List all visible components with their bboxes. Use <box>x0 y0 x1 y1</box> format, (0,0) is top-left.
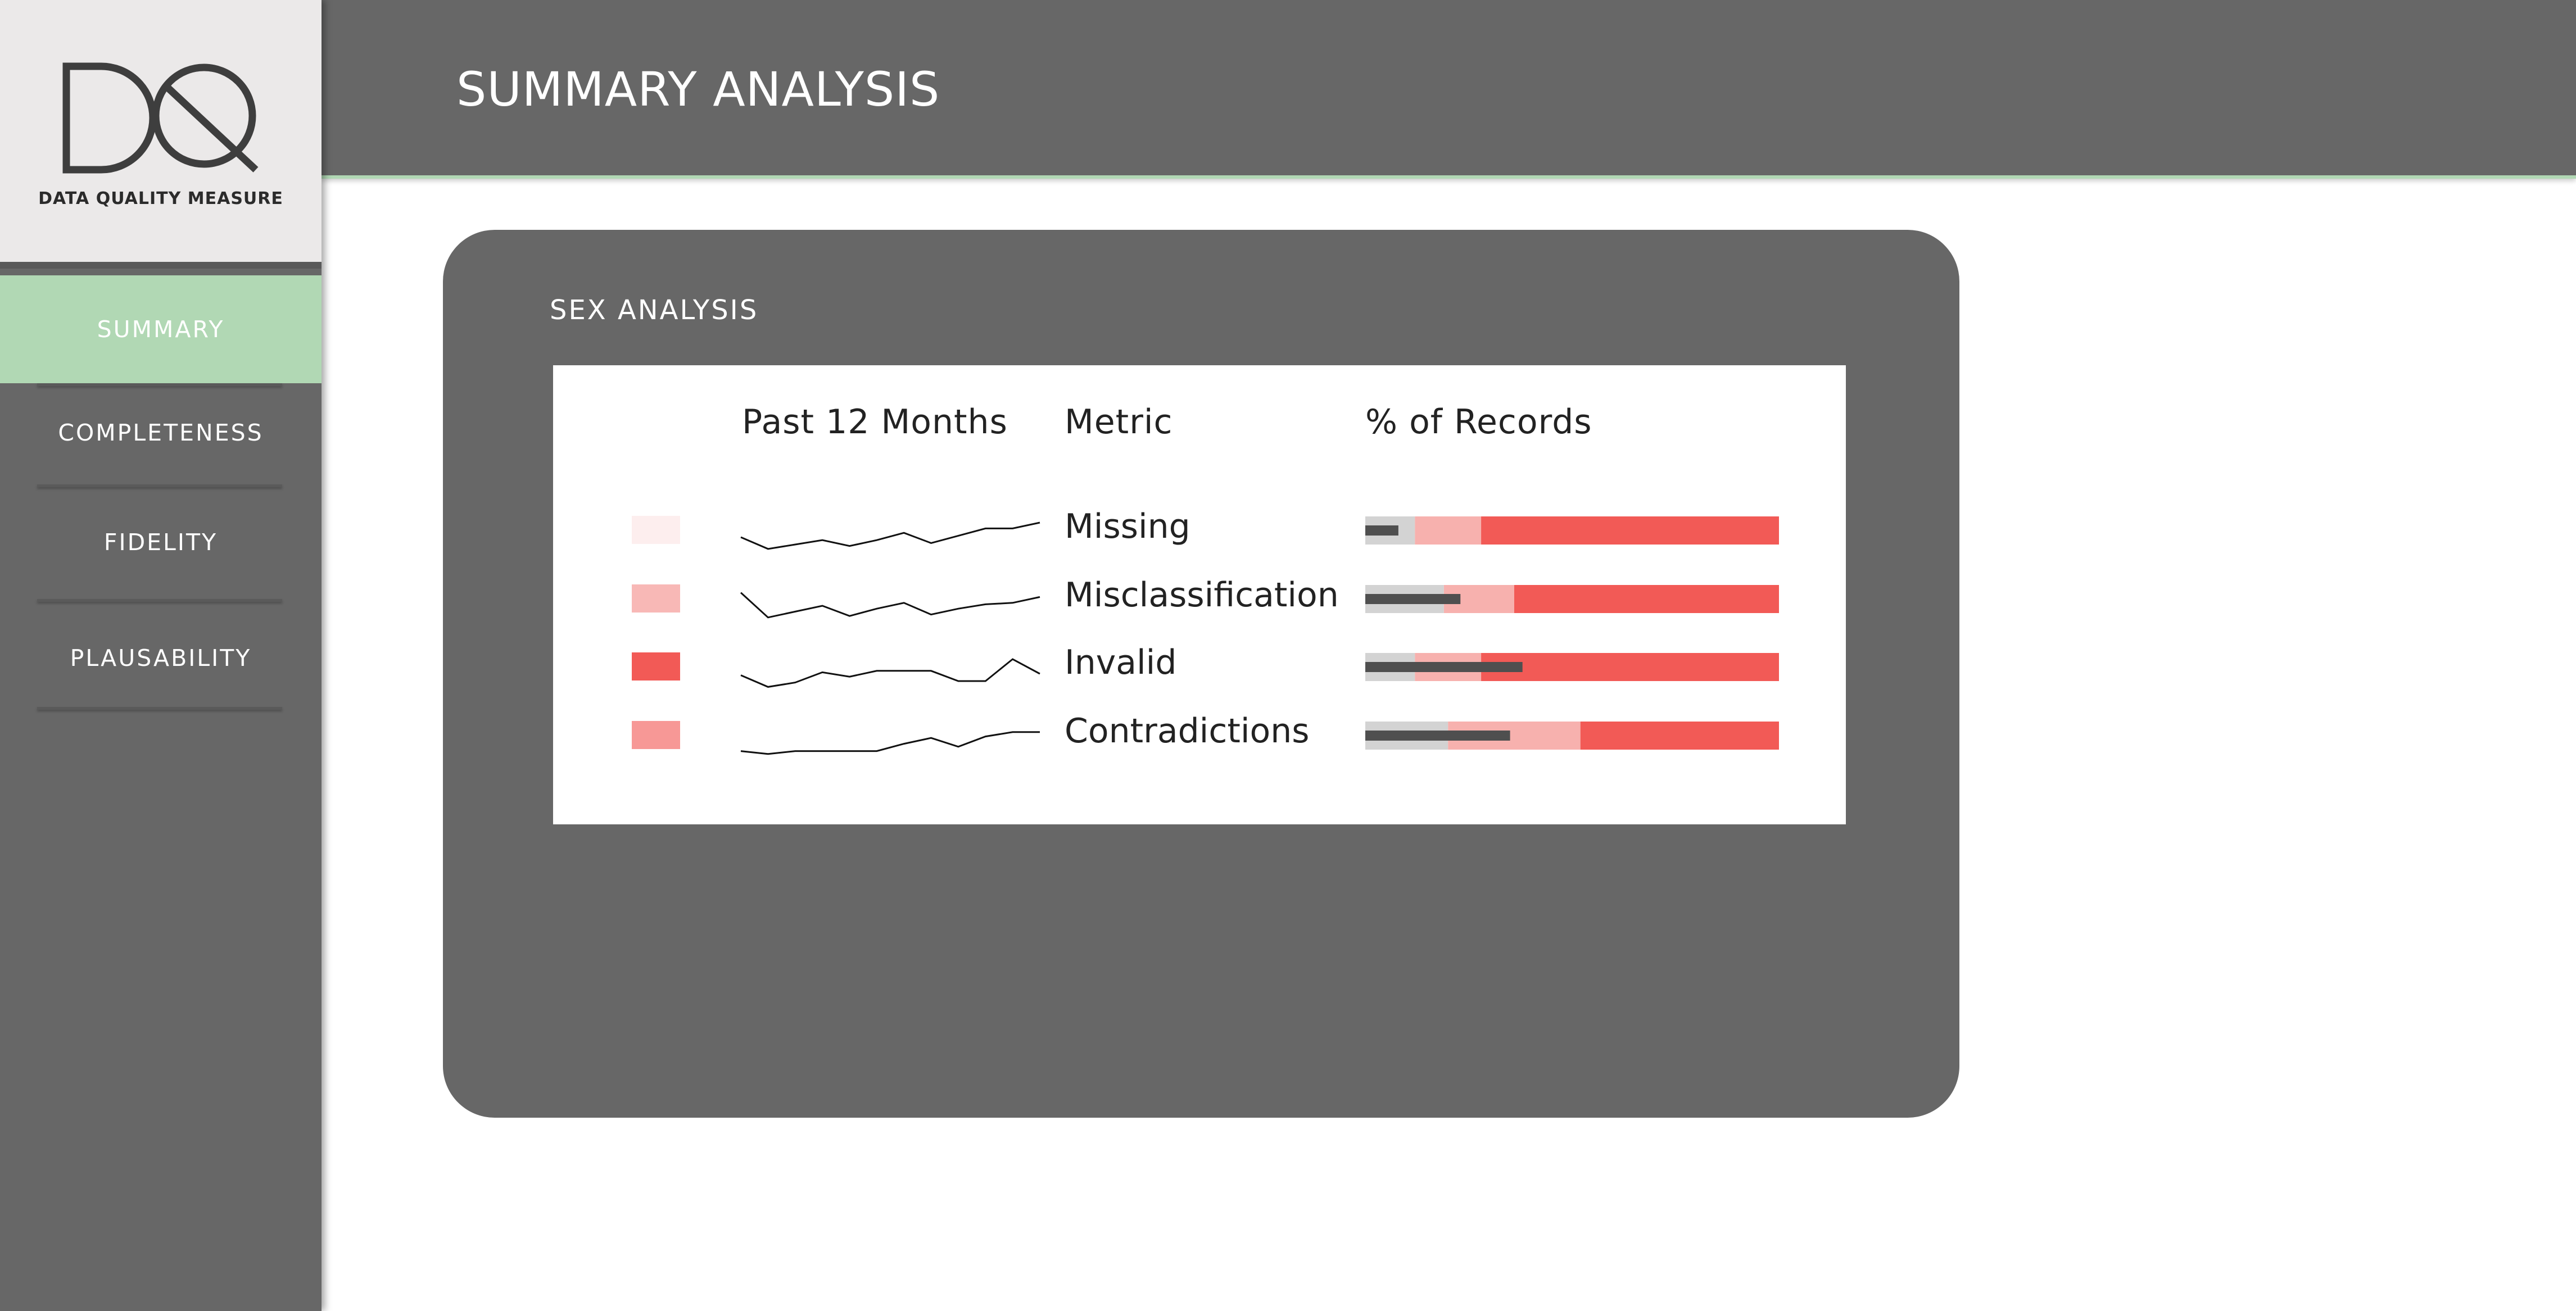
nav-divider <box>37 383 282 386</box>
metrics-table: Past 12 Months Metric % of Records Missi… <box>553 365 1846 824</box>
sidebar-item-fidelity[interactable]: FIDELITY <box>103 529 218 556</box>
percent-bullet-bar <box>1365 653 1779 681</box>
metric-label-missing: Missing <box>1065 507 1190 546</box>
column-header-trend: Past 12 Months <box>742 402 1008 442</box>
column-header-percent: % of Records <box>1365 402 1592 442</box>
card-title: SEX ANALYSIS <box>550 294 759 326</box>
metric-swatch <box>632 516 680 544</box>
page-title: SUMMARY ANALYSIS <box>456 62 940 117</box>
bullet-band <box>1514 585 1779 613</box>
sparkline <box>740 658 1040 688</box>
metric-label-invalid: Invalid <box>1065 643 1177 682</box>
dq-logo-icon <box>62 62 259 174</box>
sidebar-item-plausability[interactable]: PLAUSABILITY <box>70 645 252 672</box>
metric-label-misclassification: Misclassification <box>1065 575 1339 615</box>
bullet-band <box>1580 722 1779 750</box>
bullet-band <box>1481 653 1779 681</box>
sex-analysis-card: SEX ANALYSIS Past 12 Months Metric % of … <box>443 230 1959 1118</box>
percent-bullet-bar <box>1365 585 1779 613</box>
sparkline <box>740 731 1040 755</box>
sparkline <box>740 521 1040 550</box>
sidebar-item-completeness[interactable]: COMPLETENESS <box>58 419 264 446</box>
metric-swatch <box>632 721 680 749</box>
column-header-metric: Metric <box>1065 402 1173 442</box>
metric-swatch <box>632 652 680 681</box>
sidebar-item-summary[interactable]: SUMMARY <box>0 275 322 383</box>
percent-bullet-bar <box>1365 516 1779 545</box>
metric-swatch <box>632 584 680 613</box>
logo-text: DATA QUALITY MEASURE <box>38 189 283 208</box>
sidebar: DATA QUALITY MEASURE SUMMARY COMPLETENES… <box>0 0 322 1311</box>
logo-area: DATA QUALITY MEASURE <box>0 0 322 269</box>
top-header: SUMMARY ANALYSIS <box>322 0 2576 179</box>
bullet-value-bar <box>1365 662 1523 672</box>
nav-divider <box>37 599 282 602</box>
bullet-band <box>1415 516 1482 545</box>
nav-divider <box>37 484 282 487</box>
bullet-value-bar <box>1365 525 1398 536</box>
bullet-band <box>1481 516 1779 545</box>
sparkline <box>740 592 1040 619</box>
nav-divider <box>37 707 282 710</box>
percent-bullet-bar <box>1365 722 1779 750</box>
metric-label-contradictions: Contradictions <box>1065 711 1310 751</box>
bullet-value-bar <box>1365 731 1510 741</box>
bullet-value-bar <box>1365 594 1461 604</box>
